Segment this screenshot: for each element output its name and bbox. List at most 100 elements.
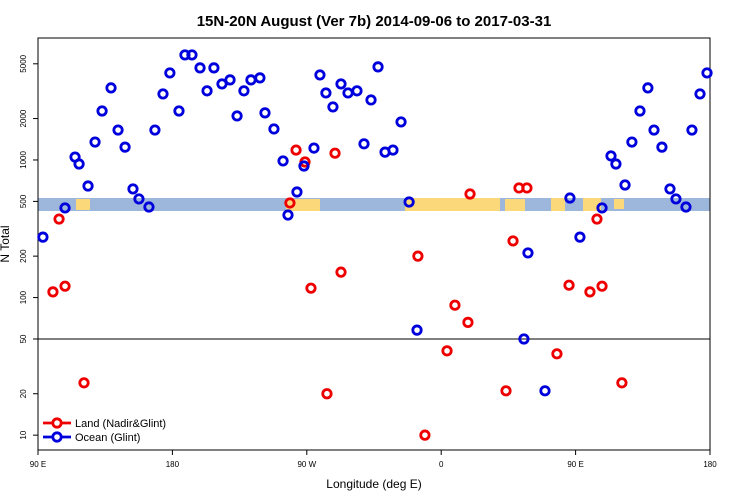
point xyxy=(133,193,145,205)
x-tick-label: 90 W xyxy=(297,460,316,469)
y-tick-label: 100 xyxy=(19,290,28,304)
point xyxy=(149,124,161,136)
point xyxy=(449,299,461,311)
point xyxy=(277,155,289,167)
point xyxy=(47,286,59,298)
point xyxy=(308,142,320,154)
point xyxy=(670,193,682,205)
point xyxy=(119,141,131,153)
point xyxy=(634,105,646,117)
point xyxy=(619,179,631,191)
point xyxy=(335,78,347,90)
y-tick-label: 500 xyxy=(19,194,28,208)
point xyxy=(282,209,294,221)
point xyxy=(127,183,139,195)
legend-box xyxy=(40,412,180,448)
point xyxy=(254,72,266,84)
point xyxy=(464,188,476,200)
point xyxy=(314,69,326,81)
point xyxy=(441,345,453,357)
point xyxy=(626,136,638,148)
point xyxy=(701,67,713,79)
point xyxy=(419,429,431,441)
point xyxy=(164,67,176,79)
point xyxy=(259,107,271,119)
point xyxy=(82,180,94,192)
point xyxy=(37,231,49,243)
point xyxy=(291,186,303,198)
point xyxy=(656,141,668,153)
point xyxy=(112,124,124,136)
point xyxy=(329,147,341,159)
point xyxy=(59,280,71,292)
point xyxy=(680,201,692,213)
chart-title: 15N-20N August (Ver 7b) 2014-09-06 to 20… xyxy=(197,13,552,30)
point xyxy=(327,101,339,113)
point xyxy=(238,85,250,97)
point xyxy=(411,324,423,336)
point xyxy=(96,105,108,117)
point xyxy=(298,160,310,172)
point xyxy=(224,74,236,86)
y-tick-label: 10 xyxy=(19,430,28,439)
point xyxy=(105,82,117,94)
point xyxy=(268,123,280,135)
point xyxy=(78,377,90,389)
point xyxy=(518,333,530,345)
x-axis-label: Longitude (deg E) xyxy=(326,477,421,491)
point xyxy=(539,385,551,397)
point xyxy=(648,124,660,136)
point xyxy=(591,213,603,225)
point xyxy=(231,110,243,122)
point xyxy=(521,182,533,194)
point xyxy=(507,235,519,247)
point xyxy=(320,87,332,99)
point xyxy=(387,144,399,156)
legend-marker xyxy=(51,417,63,429)
y-tick-label: 2000 xyxy=(19,109,28,127)
map-strip xyxy=(38,198,710,211)
point xyxy=(284,197,296,209)
point xyxy=(616,377,628,389)
x-tick-label: 90 E xyxy=(30,460,46,469)
point xyxy=(686,124,698,136)
point xyxy=(664,183,676,195)
point xyxy=(194,62,206,74)
plot-frame xyxy=(37,37,711,451)
point xyxy=(694,88,706,100)
x-tick-label: 180 xyxy=(703,460,717,469)
point xyxy=(335,266,347,278)
legend-label: Ocean (Glint) xyxy=(75,432,140,444)
point xyxy=(305,282,317,294)
point xyxy=(201,85,213,97)
point xyxy=(500,385,512,397)
point xyxy=(186,49,198,61)
point xyxy=(610,158,622,170)
point xyxy=(551,348,563,360)
point xyxy=(563,279,575,291)
point xyxy=(596,202,608,214)
y-tick-label: 20 xyxy=(19,389,28,398)
legend-marker xyxy=(51,431,63,443)
x-tick-label: 90 E xyxy=(567,460,583,469)
point xyxy=(73,158,85,170)
point xyxy=(157,88,169,100)
y-tick-label: 5000 xyxy=(19,54,28,72)
point xyxy=(358,138,370,150)
point xyxy=(403,196,415,208)
point xyxy=(321,388,333,400)
point xyxy=(605,150,617,162)
legend: Land (Nadir&Glint) Ocean (Glint) xyxy=(40,412,180,448)
point xyxy=(584,286,596,298)
point xyxy=(290,144,302,156)
x-tick-label: 0 xyxy=(439,460,444,469)
point xyxy=(208,62,220,74)
point xyxy=(372,61,384,73)
legend-label: Land (Nadir&Glint) xyxy=(75,418,166,430)
y-tick-label: 1000 xyxy=(19,151,28,169)
point xyxy=(462,316,474,328)
y-tick-label: 200 xyxy=(19,249,28,263)
x-tick-label: 180 xyxy=(166,460,180,469)
point xyxy=(351,85,363,97)
